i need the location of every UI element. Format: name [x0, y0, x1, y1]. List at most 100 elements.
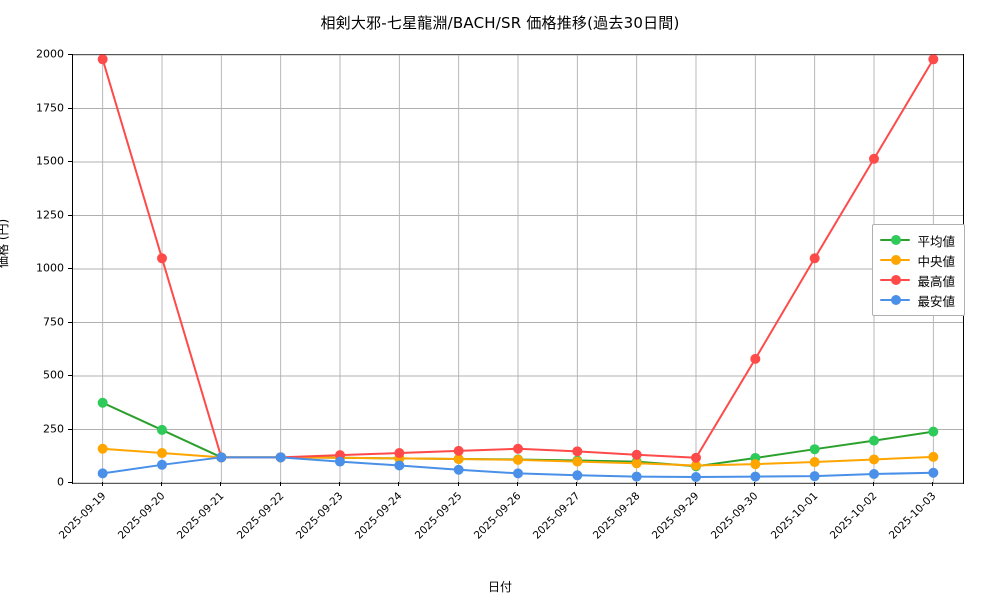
data-point [809, 444, 820, 455]
x-axis-tick [695, 482, 696, 486]
legend-marker-dot [891, 235, 902, 245]
data-point [97, 443, 108, 454]
x-axis-tick-label: 2025-09-19 [56, 490, 109, 542]
data-point [809, 471, 820, 482]
data-point [869, 435, 879, 446]
data-point [572, 470, 583, 481]
data-point [691, 452, 701, 463]
x-axis-tick [576, 482, 578, 486]
data-point [97, 468, 108, 479]
data-point [928, 467, 939, 478]
data-point [750, 353, 761, 364]
x-axis-tick-label: 2025-09-24 [353, 490, 405, 542]
data-point [513, 468, 523, 479]
x-axis-tick-label: 2025-10-03 [887, 490, 939, 542]
x-axis-tick-label: 2025-09-30 [709, 490, 761, 542]
data-point [275, 452, 286, 463]
legend-swatch-icon [880, 233, 911, 247]
data-point [157, 459, 167, 470]
x-axis-tick [517, 482, 518, 486]
legend-marker-dot [891, 275, 902, 285]
x-axis-tick [457, 482, 459, 486]
plot-area [72, 54, 964, 484]
legend-marker-dot [891, 255, 902, 265]
x-axis-tick [161, 482, 162, 486]
data-layer [97, 54, 939, 483]
data-point [97, 397, 108, 408]
data-point [394, 448, 405, 459]
chart-legend[interactable]: 平均値中央値 最高値 最安値 [872, 224, 965, 316]
x-axis-tick [873, 482, 874, 486]
series-line-2 [101, 58, 935, 459]
data-point [97, 54, 108, 65]
y-axis-tick-label: 2000 [36, 47, 64, 61]
data-point [572, 446, 583, 457]
y-axis-tick [68, 268, 72, 269]
data-point [809, 253, 820, 264]
data-point [869, 153, 879, 164]
y-axis-tick [68, 214, 72, 216]
x-axis-tick [101, 482, 103, 486]
legend-marker-dot [891, 295, 902, 305]
y-axis-tick-label: 1750 [36, 101, 64, 114]
data-point [453, 454, 464, 465]
legend-swatch-icon [880, 293, 911, 307]
y-axis-tick [68, 428, 72, 430]
y-axis-tick-label: 0 [57, 475, 64, 489]
data-point [157, 448, 167, 459]
data-point [572, 456, 583, 467]
x-axis-tick-label: 2025-09-29 [649, 490, 702, 542]
y-axis-tick-label: 1250 [36, 208, 64, 221]
y-axis-tick-label: 750 [43, 315, 64, 328]
data-point [157, 424, 167, 435]
x-axis-tick-label: 2025-09-20 [115, 490, 168, 542]
legend-item-1[interactable]: 中央値 [880, 250, 955, 270]
y-axis-tick [68, 107, 72, 109]
data-point [513, 443, 523, 454]
y-axis-tick-label: 1000 [36, 261, 64, 275]
x-axis-tick [754, 482, 756, 486]
y-axis-tick-label: 500 [43, 368, 64, 382]
legend-item-2[interactable]: 最高値 [880, 270, 955, 290]
legend-item-3[interactable]: 最安値 [880, 290, 955, 310]
x-axis-tick-label: 2025-09-25 [412, 490, 465, 542]
data-point [216, 452, 227, 463]
data-point [869, 469, 879, 480]
x-axis-tick-label: 2025-10-01 [768, 490, 821, 542]
data-point [750, 471, 761, 482]
legend-label: 中央値 [917, 253, 955, 269]
data-point [691, 460, 701, 471]
data-point [869, 454, 879, 465]
data-point [928, 426, 939, 437]
x-axis-tick [813, 482, 815, 486]
x-axis-tick [279, 482, 281, 486]
data-point [453, 445, 464, 456]
data-point [631, 471, 642, 482]
x-axis-tick-label: 2025-10-02 [827, 490, 880, 542]
chart-title: 相剣大邪-七星龍淵/BACH/SR 価格推移(過去30日間) [320, 14, 680, 32]
x-axis-tick-label: 2025-09-23 [293, 490, 346, 542]
x-axis-tick [339, 482, 340, 486]
grid-layer [73, 54, 963, 484]
legend-label: 平均値 [917, 233, 955, 249]
x-axis-tick-label: 2025-09-22 [234, 490, 287, 542]
data-point [691, 472, 701, 483]
data-point [631, 458, 642, 469]
y-axis-tick-label: 250 [43, 422, 64, 435]
x-axis-tick-label: 2025-09-28 [590, 490, 643, 542]
data-point [157, 253, 167, 264]
x-axis-tick [220, 482, 222, 486]
data-point [928, 451, 939, 462]
y-axis-tick [68, 321, 72, 323]
legend-swatch-icon [880, 253, 911, 267]
legend-item-0[interactable]: 平均値 [880, 230, 955, 250]
x-axis-tick [635, 482, 637, 486]
data-point [631, 449, 642, 460]
data-point [809, 457, 820, 468]
y-axis-tick [68, 482, 72, 483]
x-axis-title: 日付 [487, 580, 512, 594]
y-axis-title: 価格 (円) [0, 218, 10, 268]
x-axis-tick-label: 2025-09-21 [175, 490, 227, 542]
x-axis-tick-label: 2025-09-26 [471, 490, 524, 542]
